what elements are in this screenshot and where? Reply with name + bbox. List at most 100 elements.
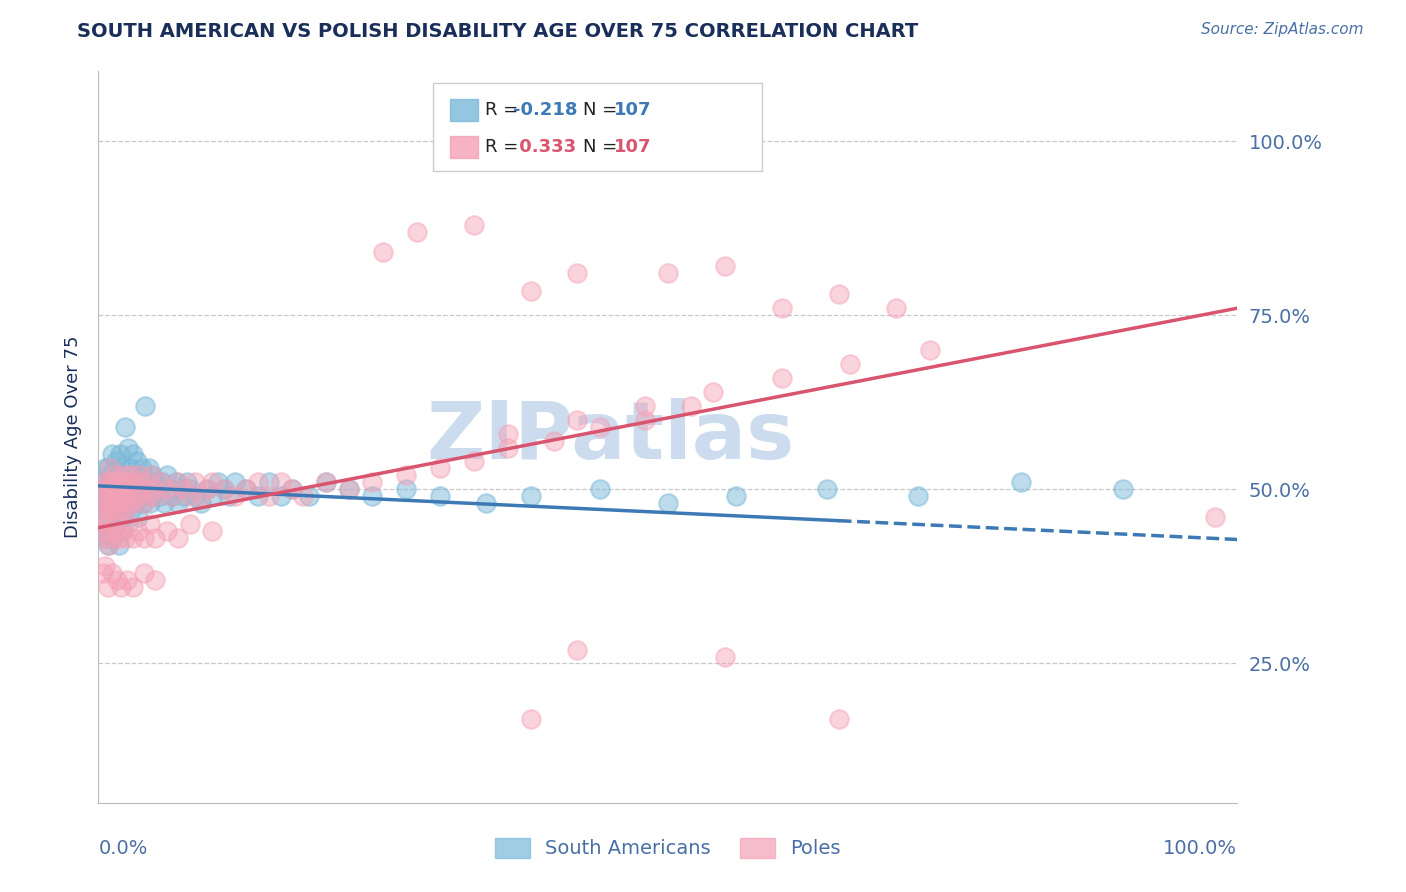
- Point: [90, 500, 112, 514]
- Point: [98, 461, 121, 475]
- Point: [246, 489, 269, 503]
- Point: [634, 399, 657, 413]
- Text: SOUTH AMERICAN VS POLISH DISABILITY AGE OVER 75 CORRELATION CHART: SOUTH AMERICAN VS POLISH DISABILITY AGE …: [77, 22, 918, 41]
- Point: [429, 489, 451, 503]
- Point: [103, 489, 125, 503]
- Point: [101, 448, 124, 462]
- Point: [565, 642, 588, 657]
- Point: [520, 489, 543, 503]
- Text: 107: 107: [614, 138, 652, 156]
- Point: [162, 489, 184, 503]
- Point: [828, 287, 851, 301]
- Point: [103, 503, 125, 517]
- Point: [145, 475, 167, 490]
- Point: [128, 489, 150, 503]
- Point: [184, 475, 207, 490]
- Point: [224, 475, 246, 490]
- Point: [96, 475, 118, 490]
- Point: [115, 573, 138, 587]
- Point: [224, 489, 246, 503]
- Point: [107, 475, 129, 490]
- Point: [94, 503, 117, 517]
- Point: [122, 496, 145, 510]
- Point: [679, 399, 702, 413]
- Point: [98, 468, 121, 483]
- Point: [118, 496, 141, 510]
- Point: [90, 503, 112, 517]
- Point: [565, 266, 588, 280]
- Point: [121, 496, 143, 510]
- Point: [259, 475, 281, 490]
- Point: [131, 461, 153, 475]
- Point: [167, 531, 190, 545]
- Point: [270, 489, 292, 503]
- Point: [170, 483, 193, 497]
- Point: [153, 496, 176, 510]
- Point: [195, 483, 218, 497]
- Point: [98, 483, 121, 497]
- Point: [149, 489, 172, 503]
- Point: [360, 489, 382, 503]
- Point: [104, 454, 127, 468]
- Point: [120, 468, 142, 483]
- Text: N =: N =: [583, 101, 623, 119]
- Point: [498, 426, 520, 441]
- Point: [120, 483, 142, 497]
- Point: [281, 483, 304, 497]
- Point: [565, 412, 588, 426]
- Point: [138, 517, 160, 532]
- Point: [118, 489, 141, 503]
- Point: [96, 517, 118, 532]
- Point: [110, 483, 132, 497]
- Point: [100, 524, 122, 538]
- Point: [121, 448, 143, 462]
- Point: [173, 483, 195, 497]
- Point: [138, 489, 160, 503]
- Text: 0.0%: 0.0%: [98, 839, 148, 858]
- Point: [156, 524, 179, 538]
- Point: [770, 371, 793, 385]
- Point: [634, 412, 657, 426]
- Point: [94, 558, 117, 573]
- Point: [108, 475, 131, 490]
- Point: [103, 475, 125, 490]
- Point: [100, 483, 122, 497]
- Point: [104, 468, 127, 483]
- Point: [207, 475, 229, 490]
- Point: [395, 483, 418, 497]
- Legend: South Americans, Poles: South Americans, Poles: [486, 830, 849, 866]
- Point: [246, 475, 269, 490]
- Point: [201, 524, 224, 538]
- Point: [125, 468, 148, 483]
- Point: [176, 475, 198, 490]
- Point: [270, 475, 292, 490]
- Point: [159, 483, 181, 497]
- Text: 0.333: 0.333: [513, 138, 576, 156]
- Point: [117, 475, 139, 490]
- Point: [167, 475, 190, 490]
- Point: [429, 461, 451, 475]
- Point: [108, 531, 131, 545]
- Point: [179, 517, 201, 532]
- Point: [131, 483, 153, 497]
- Point: [588, 419, 610, 434]
- Point: [128, 468, 150, 483]
- Point: [110, 580, 132, 594]
- Point: [725, 489, 748, 503]
- Point: [112, 468, 135, 483]
- Text: R =: R =: [485, 138, 524, 156]
- Point: [108, 448, 131, 462]
- Point: [201, 475, 224, 490]
- Point: [100, 496, 122, 510]
- Point: [112, 510, 135, 524]
- Point: [127, 454, 149, 468]
- Point: [91, 524, 114, 538]
- Point: [127, 489, 149, 503]
- Point: [108, 503, 131, 517]
- Point: [96, 475, 118, 490]
- Point: [150, 475, 173, 490]
- Point: [90, 483, 112, 497]
- Point: [907, 489, 929, 503]
- Point: [190, 496, 212, 510]
- Y-axis label: Disability Age Over 75: Disability Age Over 75: [63, 335, 82, 539]
